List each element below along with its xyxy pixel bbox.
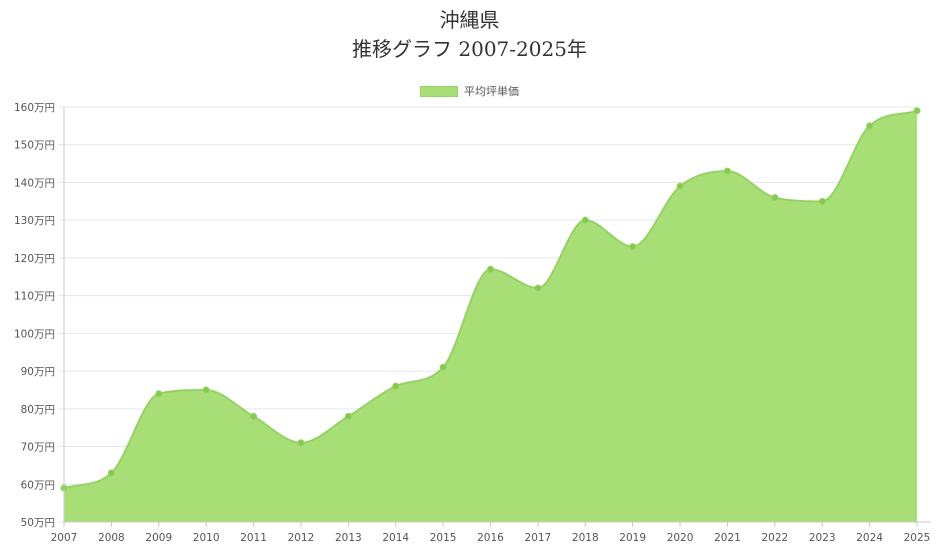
x-tick-label: 2014 <box>382 532 409 544</box>
x-tick-label: 2019 <box>619 532 646 544</box>
data-point-2010[interactable] <box>202 386 210 394</box>
x-tick-label: 2023 <box>809 532 836 544</box>
x-tick-label: 2021 <box>714 532 741 544</box>
y-tick-label: 50万円 <box>21 517 55 529</box>
x-tick-label: 2008 <box>98 532 125 544</box>
chart-title-line-1: 沖縄県 <box>439 8 500 32</box>
x-tick-label: 2013 <box>335 532 362 544</box>
y-tick-label: 140万円 <box>14 177 55 189</box>
data-point-2022[interactable] <box>771 194 779 202</box>
data-point-2012[interactable] <box>297 439 305 447</box>
y-tick-label: 60万円 <box>21 479 55 491</box>
data-point-2015[interactable] <box>439 363 447 371</box>
data-point-2008[interactable] <box>107 469 115 477</box>
y-tick-label: 130万円 <box>14 215 55 227</box>
y-tick-label: 150万円 <box>14 140 55 152</box>
legend-label: 平均坪単価 <box>464 85 519 98</box>
data-point-2024[interactable] <box>866 122 874 130</box>
x-tick-label: 2015 <box>430 532 457 544</box>
x-tick-label: 2020 <box>667 532 694 544</box>
y-tick-label: 110万円 <box>14 291 55 303</box>
data-point-2025[interactable] <box>913 107 921 115</box>
legend: 平均坪単価 <box>0 83 939 100</box>
data-point-2017[interactable] <box>534 284 542 292</box>
x-tick-label: 2017 <box>525 532 552 544</box>
x-tick-label: 2012 <box>288 532 315 544</box>
legend-swatch <box>420 85 458 97</box>
data-point-2014[interactable] <box>392 382 400 390</box>
x-tick-label: 2011 <box>240 532 267 544</box>
area-series <box>63 109 918 522</box>
data-point-2018[interactable] <box>581 216 589 224</box>
y-tick-label: 100万円 <box>14 328 55 340</box>
area-fill <box>64 110 917 522</box>
x-tick-label: 2007 <box>51 532 78 544</box>
x-tick-label: 2009 <box>145 532 172 544</box>
data-point-2013[interactable] <box>344 412 352 420</box>
x-tick-label: 2024 <box>856 532 883 544</box>
chart-title: 沖縄県 推移グラフ 2007-2025年 <box>0 6 939 64</box>
data-point-2023[interactable] <box>818 197 826 205</box>
y-tick-label: 120万円 <box>14 253 55 265</box>
x-tick-label: 2010 <box>193 532 220 544</box>
x-tick-label: 2022 <box>761 532 788 544</box>
y-tick-label: 70万円 <box>21 442 55 454</box>
y-tick-label: 80万円 <box>21 404 55 416</box>
chart-title-line-2: 推移グラフ 2007-2025年 <box>352 37 587 61</box>
data-point-2021[interactable] <box>723 167 731 175</box>
data-point-2020[interactable] <box>676 182 684 190</box>
legend-item[interactable]: 平均坪単価 <box>420 83 519 99</box>
data-point-2019[interactable] <box>629 243 637 251</box>
y-tick-label: 90万円 <box>21 366 55 378</box>
x-tick-label: 2016 <box>477 532 504 544</box>
data-points <box>60 107 921 492</box>
y-tick-label: 160万円 <box>14 102 55 114</box>
x-tick-label: 2018 <box>572 532 599 544</box>
x-tick-label: 2025 <box>904 532 931 544</box>
data-point-2009[interactable] <box>155 390 163 398</box>
data-point-2011[interactable] <box>250 412 258 420</box>
axes: 50万円 60万円 70万円 80万円 90万円 100万円 110万円 120万円 130万円… <box>14 102 931 544</box>
data-point-2016[interactable] <box>487 265 494 273</box>
